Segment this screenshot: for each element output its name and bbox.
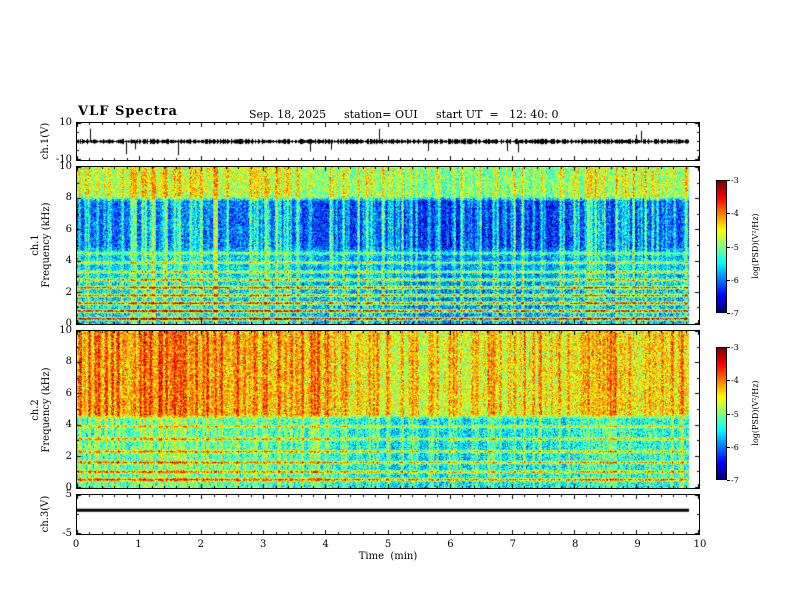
colorbar-tick [727,180,730,181]
ch2-spectrogram-canvas [77,331,699,488]
ch1-colorbar-label: log(PSD)(V²/Hz) [751,213,760,279]
x-tick-label: 1 [135,539,142,550]
ch1-frequency-khz-label: Frequency (kHz) [41,202,52,288]
ch3-level-panel [76,494,700,535]
y-tick-label: 6 [65,223,72,235]
colorbar-tick [727,279,730,281]
y-tick-label: 10 [59,325,72,336]
y-tick-label: 4 [65,419,72,431]
y-tick-label: 4 [65,255,72,267]
y-tick-label: 5 [65,489,72,500]
ch3-level-canvas [77,495,699,534]
ch1-waveform-panel [76,122,700,161]
y-tick-label: -5 [62,528,72,539]
ch1-frequency-axis-label: ch.1 Frequency (kHz) [30,190,54,300]
x-tick-label: 2 [197,539,204,550]
time-axis-label: Time (min) [358,551,418,562]
x-tick-label: 0 [72,539,80,550]
ch1-colorbar [716,180,727,313]
x-tick-label: 6 [447,539,454,550]
colorbar-tick [727,213,730,215]
y-tick-label: 0 [65,318,72,329]
y-tick-label: 6 [65,387,72,399]
colorbar-tick-label: -7 [731,476,739,485]
x-tick-label: 7 [509,539,516,550]
colorbar-tick-label: -6 [731,275,739,285]
colorbar-tick-label: -3 [731,343,739,352]
y-tick-label: 0 [65,482,72,493]
colorbar-tick-label: -4 [731,376,739,386]
colorbar-tick-label: -5 [731,242,739,252]
figure-date: Sep. 18, 2025 [249,108,327,121]
start-ut-label: start UT = 12: 40: 0 [436,108,559,121]
y-tick-label: 8 [65,356,72,368]
ch1-spectrogram-canvas [77,167,699,324]
x-tick-label: 9 [634,539,641,550]
ch2-frequency-khz-label: Frequency (kHz) [41,367,52,453]
colorbar-tick-label: -7 [731,309,739,318]
colorbar-tick [727,480,730,481]
y-tick-label: -10 [55,154,72,165]
ch1-spectrogram-panel [76,166,700,325]
colorbar-tick [727,347,730,348]
ch2-colorbar [716,347,727,480]
colorbar-tick [727,313,730,314]
ch1-colorbar-canvas [717,181,726,312]
y-tick-label: 10 [59,117,72,128]
ch1-waveform-canvas [77,123,699,160]
y-tick-label: 8 [65,192,72,204]
y-tick-label: 2 [65,450,72,462]
colorbar-tick-label: -6 [731,442,739,452]
ch2-colorbar-label: log(PSD)(V²/Hz) [751,380,760,446]
x-tick-label: 3 [260,539,267,550]
ch2-label: ch.2 [30,399,41,421]
x-tick-label: 5 [384,539,392,550]
colorbar-tick-label: -3 [731,176,739,185]
x-tick-label: 4 [322,539,329,550]
ch2-colorbar-canvas [717,348,726,479]
colorbar-tick [727,413,730,415]
x-tick-label: 8 [572,539,579,550]
ch2-frequency-axis-label: ch.2 Frequency (kHz) [30,355,54,465]
ch1-label: ch.1 [30,234,41,256]
colorbar-tick-label: -5 [731,409,739,419]
colorbar-tick [727,246,730,248]
y-tick-label: 2 [65,286,72,298]
figure-title: VLF Spectra [78,104,178,119]
station-label: station= OUI [344,108,418,121]
colorbar-tick [727,446,730,448]
ch2-spectrogram-panel [76,330,700,489]
y-tick-label: 10 [59,161,72,172]
colorbar-tick [727,380,730,382]
x-tick-label: 10 [693,539,707,550]
colorbar-tick-label: -4 [731,209,739,219]
